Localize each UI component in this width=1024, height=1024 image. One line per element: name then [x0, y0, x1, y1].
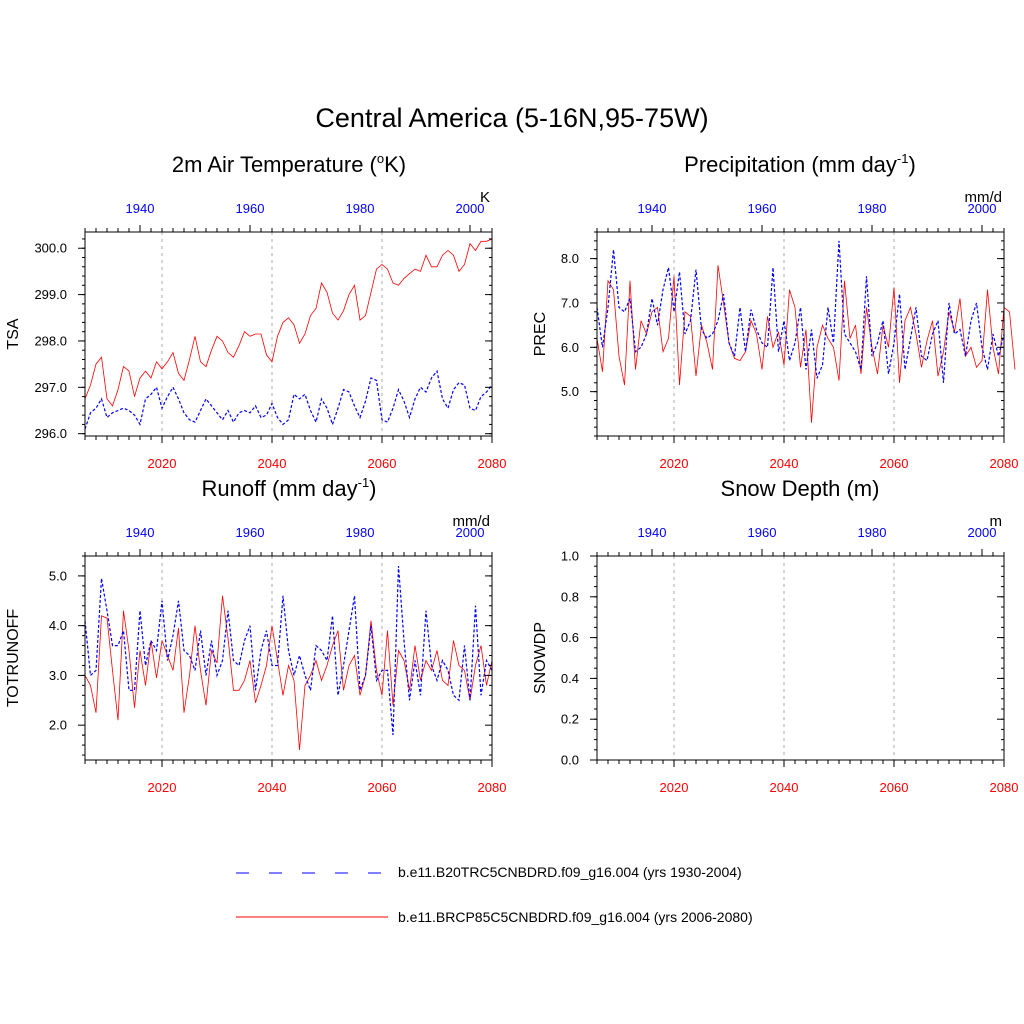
x-tick-label-top-tsa: 1980	[346, 201, 375, 216]
y-tick-label-tsa: 297.0	[34, 380, 67, 395]
x-tick-label-bottom-prec: 2060	[880, 456, 909, 471]
y-axis-label-runoff: TOTRUNOFF	[5, 609, 22, 708]
x-tick-label-bottom-snowdp: 2080	[990, 780, 1019, 795]
y-tick-label-runoff: 2.0	[49, 718, 67, 733]
x-tick-label-top-snowdp: 1960	[748, 525, 777, 540]
x-tick-label-bottom-prec: 2080	[990, 456, 1019, 471]
x-tick-label-top-prec: 1940	[638, 201, 667, 216]
x-tick-label-top-runoff: 1960	[236, 525, 265, 540]
x-tick-label-top-tsa: 2000	[456, 201, 485, 216]
legend: b.e11.B20TRC5CNBDRD.f09_g16.004 (yrs 193…	[236, 864, 753, 925]
y-tick-label-snowdp: 1.0	[561, 549, 579, 564]
x-tick-label-top-snowdp: 1980	[858, 525, 887, 540]
panel-title-snowdp: Snow Depth (m)	[721, 476, 880, 501]
panel-prec: Precipitation (mm day-1) mm/d PREC 5.0 6.0 7.…	[532, 151, 1018, 471]
x-tick-label-top-runoff: 2000	[456, 525, 485, 540]
y-tick-label-snowdp: 0.2	[561, 712, 579, 727]
y-axis-label-snowdp: SNOWDP	[532, 622, 549, 694]
x-tick-label-bottom-runoff: 2020	[148, 780, 177, 795]
plot-frame-tsa	[84, 231, 493, 437]
x-tick-label-top-prec: 1960	[748, 201, 777, 216]
series-line-runoff-historical	[84, 565, 493, 736]
x-tick-label-top-snowdp: 1940	[638, 525, 667, 540]
x-tick-label-top-prec: 1980	[858, 201, 887, 216]
panels: 2m Air Temperature (oK) K TSA 296.0 297.0 298…	[5, 151, 1018, 795]
main-title: Central America (5-16N,95-75W)	[315, 103, 708, 133]
x-tick-label-bottom-prec: 2040	[770, 456, 799, 471]
x-tick-label-bottom-snowdp: 2020	[660, 780, 689, 795]
x-tick-label-bottom-tsa: 2060	[368, 456, 397, 471]
y-tick-label-snowdp: 0.6	[561, 630, 579, 645]
x-tick-label-bottom-tsa: 2080	[478, 456, 507, 471]
plot-frame-runoff	[84, 555, 493, 761]
x-tick-label-bottom-runoff: 2060	[368, 780, 397, 795]
series-line-tsa-historical	[84, 369, 493, 430]
y-tick-label-runoff: 5.0	[49, 568, 67, 583]
x-tick-label-top-runoff: 1940	[126, 525, 155, 540]
x-tick-label-bottom-tsa: 2020	[148, 456, 177, 471]
units-label-tsa: K	[480, 189, 490, 206]
legend-label-historical: b.e11.B20TRC5CNBDRD.f09_g16.004 (yrs 193…	[398, 864, 742, 880]
y-axis-label-tsa: TSA	[5, 318, 22, 349]
panel-snowdp: Snow Depth (m) m SNOWDP 0.0 0.2 0.4 0.6 0.8 1.0 2…	[532, 476, 1018, 795]
x-tick-label-top-tsa: 1960	[236, 201, 265, 216]
series-line-prec-historical	[596, 240, 1005, 383]
x-tick-label-top-prec: 2000	[968, 201, 997, 216]
x-tick-label-bottom-snowdp: 2060	[880, 780, 909, 795]
y-tick-label-prec: 8.0	[561, 251, 579, 266]
panel-title-prec: Precipitation (mm day-1)	[684, 151, 916, 177]
y-tick-label-snowdp: 0.8	[561, 589, 579, 604]
series-line-runoff-future	[84, 595, 493, 751]
x-tick-label-top-runoff: 1980	[346, 525, 375, 540]
y-axis-label-prec: PREC	[532, 312, 549, 356]
x-tick-label-bottom-tsa: 2040	[258, 456, 287, 471]
y-tick-label-prec: 7.0	[561, 295, 579, 310]
units-label-snowdp: m	[990, 513, 1003, 530]
y-tick-label-runoff: 3.0	[49, 668, 67, 683]
x-tick-label-top-tsa: 1940	[126, 201, 155, 216]
x-tick-label-bottom-runoff: 2040	[258, 780, 287, 795]
y-tick-label-tsa: 296.0	[34, 426, 67, 441]
y-tick-label-tsa: 298.0	[34, 333, 67, 348]
y-tick-label-prec: 6.0	[561, 340, 579, 355]
x-tick-label-bottom-runoff: 2080	[478, 780, 507, 795]
y-tick-label-snowdp: 0.0	[561, 753, 579, 768]
y-tick-label-runoff: 4.0	[49, 618, 67, 633]
x-tick-label-bottom-prec: 2020	[660, 456, 689, 471]
series-line-prec-future	[596, 265, 1016, 423]
plot-frame-prec	[596, 231, 1005, 437]
y-tick-label-snowdp: 0.4	[561, 671, 579, 686]
panel-title-runoff: Runoff (mm day-1)	[202, 475, 377, 501]
y-tick-label-tsa: 299.0	[34, 287, 67, 302]
panel-runoff: Runoff (mm day-1) mm/d TOTRUNOFF 2.0 3.0 4.0 5…	[5, 475, 506, 795]
x-tick-label-bottom-snowdp: 2040	[770, 780, 799, 795]
y-tick-label-prec: 5.0	[561, 384, 579, 399]
units-label-runoff: mm/d	[453, 513, 491, 530]
panel-title-tsa: 2m Air Temperature (oK)	[172, 151, 406, 177]
series-line-tsa-future	[84, 238, 493, 407]
panel-tsa: 2m Air Temperature (oK) K TSA 296.0 297.0 298…	[5, 151, 506, 471]
y-tick-label-tsa: 300.0	[34, 241, 67, 256]
legend-label-future: b.e11.BRCP85C5CNBDRD.f09_g16.004 (yrs 20…	[398, 909, 753, 925]
units-label-prec: mm/d	[965, 189, 1003, 206]
x-tick-label-top-snowdp: 2000	[968, 525, 997, 540]
